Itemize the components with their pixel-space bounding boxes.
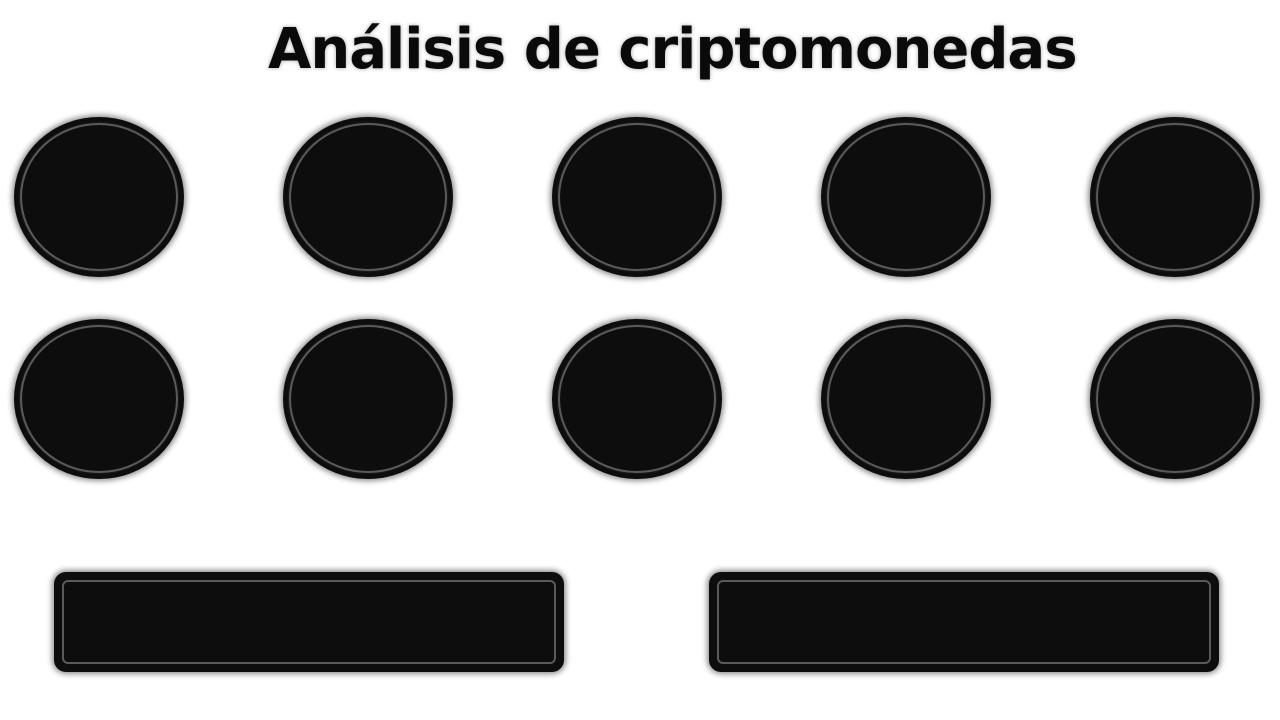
coin-button-4[interactable] bbox=[821, 117, 991, 277]
coin-button-8[interactable] bbox=[552, 319, 722, 479]
left-panel-button[interactable] bbox=[54, 572, 564, 672]
coin-button-5[interactable] bbox=[1090, 117, 1260, 277]
page-title: Análisis de criptomonedas bbox=[268, 17, 1078, 82]
coin-button-10[interactable] bbox=[1090, 319, 1260, 479]
coin-button-9[interactable] bbox=[821, 319, 991, 479]
coin-button-1[interactable] bbox=[14, 117, 184, 277]
coin-button-2[interactable] bbox=[283, 117, 453, 277]
coin-button-3[interactable] bbox=[552, 117, 722, 277]
coin-button-6[interactable] bbox=[14, 319, 184, 479]
coin-button-7[interactable] bbox=[283, 319, 453, 479]
right-panel-button[interactable] bbox=[709, 572, 1219, 672]
